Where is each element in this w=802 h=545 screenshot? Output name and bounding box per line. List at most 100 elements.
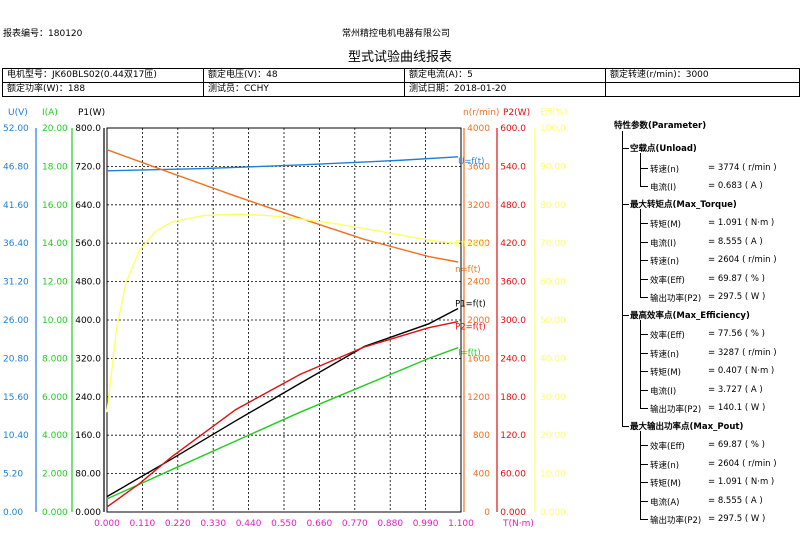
parameter-panel: 特性参数(Parameter) 空载点(Unload) 转速(n) = 3774 ( … bbox=[608, 116, 802, 536]
y-tick-label-u: 36.40 bbox=[3, 239, 29, 249]
report-number-label: 报表编号：180120 bbox=[3, 29, 83, 39]
x-axis-label: T(N·m) bbox=[502, 519, 534, 529]
y-tick-label-p2: 60.00 bbox=[500, 470, 526, 480]
param-label: 转速(n) bbox=[650, 164, 680, 175]
param-group-title: 最高效率点(Max_Efficiency) bbox=[630, 310, 750, 321]
param-value: = 69.87 ( % ) bbox=[708, 440, 765, 450]
param-label: 电流(A) bbox=[650, 497, 680, 508]
y-tick-label-p1: 240.0 bbox=[75, 393, 101, 403]
y-tick-label-p2: 120.0 bbox=[500, 431, 526, 441]
motor-info-table: 电机型号：JK60BLS02(0.44双17匝) 额定电压(V)：48 额定电流… bbox=[2, 68, 800, 97]
tree-line bbox=[640, 208, 641, 297]
y-tick-label-p2: 360.0 bbox=[500, 278, 526, 288]
y-tick-label-i: 4.000 bbox=[42, 431, 68, 441]
y-tick-label-n: 4000 bbox=[467, 124, 490, 134]
x-tick-label: 0.660 bbox=[307, 519, 333, 529]
y-tick-label-p1: 80.00 bbox=[75, 470, 101, 480]
param-group-title: 最大输出功率点(Max_Pout) bbox=[630, 421, 744, 432]
y-tick-label-u: 10.40 bbox=[3, 431, 29, 441]
y-tick-label-n: 400 bbox=[473, 470, 490, 480]
param-group-title: 最大转矩点(Max_Torque) bbox=[630, 199, 737, 210]
y-tick-label-p2: 300.0 bbox=[500, 316, 526, 326]
y-tick-label-p2: 480.0 bbox=[500, 201, 526, 211]
y-tick-label-i: 18.00 bbox=[42, 162, 68, 172]
tree-line bbox=[640, 167, 648, 169]
param-label: 输出功率(P2) bbox=[650, 294, 702, 304]
y-tick-label-p1: 0.000 bbox=[75, 508, 101, 518]
x-tick-label: 0.440 bbox=[236, 519, 262, 529]
y-tick-label-n: 1600 bbox=[467, 354, 490, 364]
series-label-i: I=f(t) bbox=[458, 349, 481, 359]
param-label: 转速(n) bbox=[650, 257, 680, 267]
y-tick-label-n: 2400 bbox=[467, 278, 490, 288]
x-tick-label: 0.880 bbox=[377, 519, 403, 529]
series-line-p1 bbox=[106, 307, 459, 498]
tree-line bbox=[640, 153, 641, 186]
y-tick-label-eff: 10.00 bbox=[540, 470, 566, 480]
param-value: = 3774 ( r/min ) bbox=[708, 162, 777, 173]
param-value: = 8.555 ( A ) bbox=[708, 495, 763, 506]
y-tick-label-u: 52.00 bbox=[3, 124, 29, 134]
tree-line bbox=[622, 425, 629, 427]
series-line-n bbox=[106, 149, 459, 263]
y-tick-label-p2: 240.0 bbox=[500, 354, 526, 364]
param-value: = 2604 ( r/min ) bbox=[708, 458, 777, 469]
param-value: = 1.091 ( N·m ) bbox=[708, 477, 775, 487]
x-tick-label: 0.220 bbox=[165, 519, 191, 529]
param-label: 效率(Eff) bbox=[650, 275, 685, 286]
y-tick-label-p1: 560.0 bbox=[75, 239, 101, 249]
y-axis-title-eff: Eff(%) bbox=[540, 108, 567, 118]
x-tick-label: 0.330 bbox=[200, 519, 226, 529]
x-tick-label: 0.990 bbox=[413, 519, 439, 529]
x-tick-label: 0.000 bbox=[94, 519, 120, 529]
y-tick-label-eff: 20.00 bbox=[540, 431, 566, 441]
y-tick-label-eff: 0.000 bbox=[540, 508, 566, 518]
y-tick-label-u: 0.00 bbox=[3, 508, 23, 518]
y-tick-label-p2: 540.0 bbox=[500, 162, 526, 172]
tree-line bbox=[640, 297, 648, 298]
series-line-p2 bbox=[106, 320, 459, 508]
y-tick-label-n: 0 bbox=[484, 508, 490, 518]
tree-line bbox=[640, 260, 648, 261]
tree-line bbox=[640, 278, 648, 280]
tree-line bbox=[640, 352, 648, 354]
tree-line bbox=[640, 500, 648, 502]
parameter-title: 特性参数(Parameter) bbox=[614, 121, 707, 131]
param-value: = 0.683 ( A ) bbox=[708, 181, 763, 191]
y-tick-label-p2: 180.0 bbox=[500, 393, 526, 403]
tree-line bbox=[622, 148, 629, 149]
param-label: 电流(I) bbox=[650, 238, 677, 249]
tree-line bbox=[640, 519, 648, 520]
param-value: = 77.56 ( % ) bbox=[708, 329, 765, 339]
param-value: = 8.555 ( A ) bbox=[708, 236, 763, 247]
tree-line bbox=[640, 186, 648, 187]
x-tick-label: 1.100 bbox=[448, 519, 474, 529]
param-label: 效率(Eff) bbox=[650, 331, 685, 341]
y-tick-label-i: 14.00 bbox=[42, 239, 68, 249]
param-label: 转矩(M) bbox=[650, 368, 681, 378]
y-tick-label-u: 20.80 bbox=[3, 354, 29, 364]
y-axis-title-p2: P2(W) bbox=[503, 108, 530, 118]
y-tick-label-p1: 320.0 bbox=[75, 354, 101, 364]
x-tick-label: 0.110 bbox=[130, 519, 156, 529]
tree-line bbox=[640, 445, 648, 446]
param-value: = 297.5 ( W ) bbox=[708, 514, 766, 524]
company-name: 常州精控电机电器有限公司 bbox=[342, 29, 451, 39]
series-label-n: n=f(t) bbox=[455, 265, 480, 275]
param-value: = 69.87 ( % ) bbox=[708, 273, 765, 284]
series-line-eff bbox=[106, 213, 459, 413]
y-tick-label-p1: 800.0 bbox=[75, 124, 101, 134]
tree-line bbox=[622, 314, 629, 316]
y-axis-title-n: n(r/min) bbox=[463, 108, 499, 118]
series-label-p2: P2=f(t) bbox=[455, 323, 486, 333]
y-tick-label-eff: 80.00 bbox=[540, 201, 566, 211]
param-label: 转速(n) bbox=[650, 349, 680, 360]
x-tick-label: 0.770 bbox=[342, 519, 368, 529]
series-label-eff: Eff=f(t) bbox=[455, 240, 486, 250]
param-value: = 0.407 ( N·m ) bbox=[708, 366, 775, 376]
y-tick-label-i: 0.000 bbox=[42, 508, 68, 518]
y-tick-label-i: 2.000 bbox=[42, 470, 68, 480]
y-tick-label-u: 26.00 bbox=[3, 316, 29, 326]
tree-line bbox=[640, 241, 648, 243]
param-value: = 3.727 ( A ) bbox=[708, 384, 763, 395]
